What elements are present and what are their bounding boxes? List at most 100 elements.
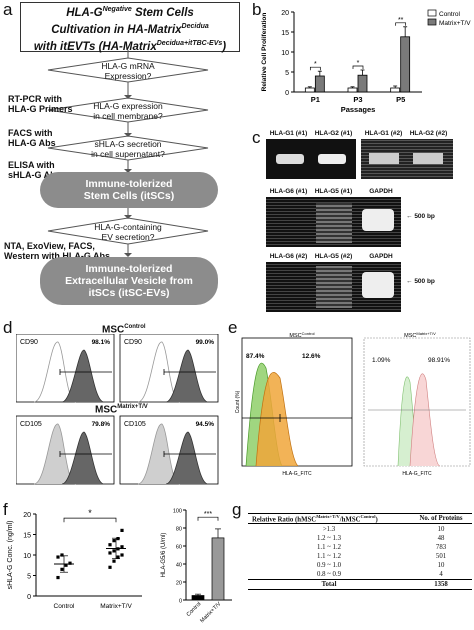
- bar: [347, 87, 358, 93]
- significance-mark: *: [314, 61, 317, 68]
- table-header-ratio: Relative Ratio (hMSCMatrix+T/V/hMSCContr…: [252, 514, 378, 524]
- x-tick-label: Matrix+T/V: [199, 601, 222, 624]
- bar: [304, 87, 315, 93]
- gel-lane-label: HLA-G5 (#2): [314, 253, 353, 260]
- marker-label: CD90: [20, 339, 38, 346]
- gel-lane-label: HLA-G2 (#1): [314, 130, 353, 137]
- marker-curve: [165, 431, 209, 485]
- y-tick-label: 15: [23, 533, 31, 540]
- data-point: [108, 565, 112, 569]
- table-row: 1.1 ~ 1.2 783: [248, 543, 472, 552]
- data-point: [120, 528, 124, 532]
- bar: [314, 75, 325, 93]
- x-tick-label: P5: [396, 95, 405, 104]
- data-point: [60, 567, 64, 571]
- table-cell-count: 10: [437, 561, 445, 569]
- legend-swatch: [427, 18, 437, 26]
- table-cell-count: 48: [437, 534, 445, 542]
- significance-mark: ***: [204, 511, 212, 518]
- d-title-matrix: MSCMatrix+T/V: [95, 404, 148, 416]
- significance-bracket: [309, 66, 321, 71]
- y-tick-label: 60: [176, 545, 182, 551]
- table-cell-ratio: 0.8 ~ 0.9: [316, 570, 342, 578]
- flow-header-box: HLA-GNegative Stem Cells Cultivation in …: [20, 2, 240, 52]
- y-tick-label: 80: [176, 527, 182, 533]
- y-tick-label: 10: [281, 50, 289, 57]
- marker-label: CD105: [20, 421, 42, 428]
- significance-bracket: [352, 65, 364, 69]
- y-axis-label: Count (%): [235, 390, 241, 413]
- data-point: [120, 553, 124, 557]
- table-cell-count: 501: [435, 552, 447, 560]
- significance-bracket: [395, 22, 407, 26]
- x-tick-label: Control: [186, 601, 203, 618]
- decision-diamond-4: [47, 217, 209, 245]
- table-cell-ratio: 1.1 ~ 1.2: [316, 543, 342, 551]
- percent-label: 98.1%: [92, 339, 111, 346]
- method-rtpcr: RT-PCR with HLA-G Primers: [8, 94, 73, 114]
- hla-g-fitc-histograms: 87.4% 12.6% MSCControl HLA-G_FITC Count (%) 1…: [235, 331, 471, 477]
- decision-diamond-1: [47, 57, 209, 83]
- table-total-label: Total: [321, 580, 337, 588]
- panel-label-d: d: [3, 318, 13, 337]
- isotype-curve: [137, 341, 181, 403]
- decision-diamond-2: [47, 97, 209, 123]
- data-point: [116, 537, 120, 541]
- marker-curve: [165, 349, 209, 403]
- y-tick-label: 20: [281, 10, 289, 17]
- flowchart-connectors: [47, 50, 209, 257]
- panel-label-a: a: [3, 0, 13, 19]
- percent-label: 99.0%: [196, 339, 215, 346]
- data-point: [56, 575, 60, 580]
- gel-lane-label: HLA-G6 (#2): [269, 253, 308, 260]
- percent-label: 1.09%: [372, 357, 391, 364]
- bar: [357, 74, 368, 93]
- percent-label: 12.6%: [302, 353, 321, 360]
- y-tick-label: 20: [176, 581, 182, 587]
- flow-question-2: HLA-G expression in cell membrane?: [93, 101, 163, 121]
- table-row: 1.2 ~ 1.3 48: [248, 534, 472, 543]
- data-point: [112, 549, 116, 553]
- x-tick-label: Matrix+T/V: [100, 603, 132, 610]
- bar: [211, 537, 225, 601]
- hla-g56-bar: 0 20 40 60 80 100 HLA-G5/6 (U/ml) ControlMatrix…: [161, 509, 232, 624]
- data-point: [112, 559, 116, 563]
- method-facs: FACS with HLA-G Abs: [8, 128, 56, 148]
- data-point: [108, 551, 112, 555]
- x-tick-label: P3: [353, 95, 362, 104]
- x-tick-label: Control: [54, 603, 76, 610]
- panel-label-g: g: [232, 500, 242, 519]
- marker-label: CD105: [124, 421, 146, 428]
- panel-label-e: e: [228, 318, 238, 337]
- isotype-curve: [33, 423, 77, 485]
- table-row: 1.1 ~ 1.2 501: [248, 552, 472, 561]
- table-header-count: No. of Proteins: [419, 515, 463, 523]
- gel-lane-label: HLA-G2 (#2): [409, 130, 448, 137]
- table-cell-count: 4: [439, 570, 443, 578]
- significance-mark: *: [88, 508, 92, 518]
- histogram-frame: [16, 334, 115, 403]
- table-total-count: 1358: [434, 580, 448, 588]
- table-cell-ratio: 0.9 ~ 1.0: [316, 561, 342, 569]
- table-cell-count: 10: [437, 525, 445, 533]
- gel-lane-label: HLA-G1 (#1): [269, 130, 308, 137]
- y-tick-label: 10: [23, 553, 31, 560]
- method-nta: NTA, ExoView, FACS, Western with HLA-G A…: [4, 241, 111, 261]
- marker-500bp-bot: ← 500 bp: [406, 278, 435, 285]
- y-tick-label: 40: [176, 563, 182, 569]
- y-axis-label: HLA-G5/6 (U/ml): [161, 533, 167, 578]
- sample-curve-pink: [409, 373, 441, 467]
- gel-image-top-right: [361, 139, 453, 179]
- marker-label: CD90: [124, 339, 142, 346]
- y-tick-label: 20: [23, 512, 31, 519]
- title-right: MSCMatrix+T/V: [404, 331, 436, 339]
- flow-question-1: HLA-G mRNA Expression?: [101, 61, 155, 81]
- y-tick-label: 15: [281, 30, 289, 37]
- x-axis-label: HLA-G_FITC: [402, 471, 432, 477]
- significance-mark: **: [398, 17, 404, 24]
- gel-lane-label: HLA-G1 (#2): [364, 130, 403, 137]
- isotype-curve: [33, 341, 77, 403]
- flow-question-3: sHLA-G secretion in cell supernatant?: [91, 139, 165, 159]
- legend-label: Matrix+T/V: [439, 20, 471, 27]
- percent-label: 87.4%: [246, 353, 265, 360]
